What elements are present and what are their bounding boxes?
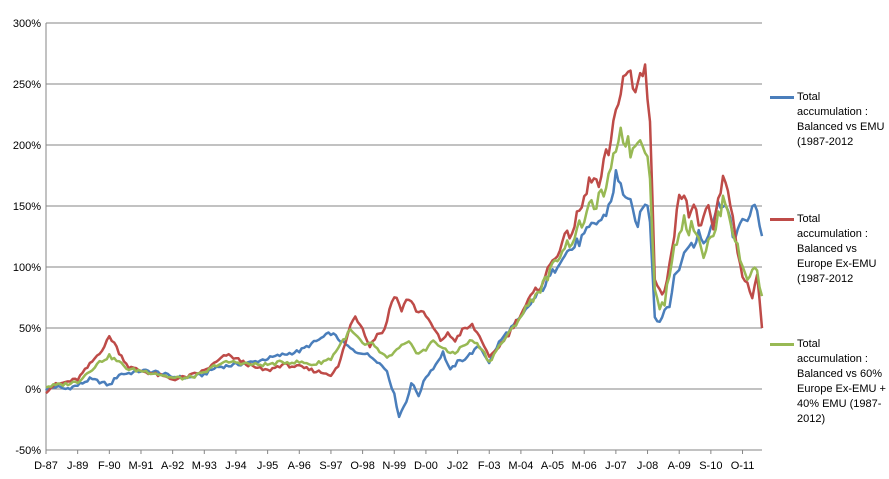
x-tick-label: M-04 bbox=[508, 460, 533, 472]
x-tick-label: M-93 bbox=[192, 460, 217, 472]
x-tick-label: O-98 bbox=[350, 460, 374, 472]
gridlines bbox=[46, 22, 762, 451]
x-tick-label: J-02 bbox=[447, 460, 468, 472]
y-tick-label: 50% bbox=[19, 323, 41, 335]
y-tick-label: 100% bbox=[13, 262, 41, 274]
x-tick-label: J-95 bbox=[257, 460, 278, 472]
y-tick-label: 250% bbox=[13, 79, 41, 91]
series-line-3 bbox=[45, 126, 764, 389]
x-tick-label: S-10 bbox=[699, 460, 722, 472]
y-tick-label: -50% bbox=[15, 445, 41, 457]
legend-swatch-1 bbox=[770, 96, 794, 99]
x-tick-labels: D-87 J-89 F-90 M-91 A-92 M-93 J-94 J-95 A-96 S-97… bbox=[34, 460, 754, 472]
x-tick-label: J-07 bbox=[605, 460, 626, 472]
series-line-1 bbox=[45, 168, 764, 419]
y-tick-label: 200% bbox=[13, 140, 41, 152]
y-tick-label: 0% bbox=[25, 384, 41, 396]
legend-swatch-3 bbox=[770, 343, 794, 346]
x-tick-label: S-97 bbox=[319, 460, 342, 472]
x-tick-label: O-11 bbox=[731, 460, 755, 472]
legend-label-3: Total accumulation : Balanced vs 60% Eur… bbox=[797, 338, 886, 425]
x-tick-label: D-00 bbox=[414, 460, 438, 472]
legend-label-1: Total accumulation : Balanced vs EMU (19… bbox=[797, 91, 885, 148]
x-tick-label: D-87 bbox=[34, 460, 58, 472]
y-tick-label: 300% bbox=[13, 18, 41, 30]
x-tick-label: N-99 bbox=[382, 460, 406, 472]
legend-label-2: Total accumulation : Balanced vs Europe … bbox=[797, 213, 877, 285]
x-tick-label: F-90 bbox=[98, 460, 121, 472]
x-tick-label: A-96 bbox=[288, 460, 311, 472]
axes bbox=[45, 23, 744, 454]
x-tick-label: A-05 bbox=[541, 460, 564, 472]
x-tick-label: J-94 bbox=[225, 460, 246, 472]
legend-swatch-2 bbox=[770, 218, 794, 221]
x-tick-label: M-06 bbox=[572, 460, 597, 472]
x-tick-label: J-08 bbox=[637, 460, 658, 472]
x-tick-label: J-89 bbox=[67, 460, 88, 472]
x-tick-label: F-03 bbox=[478, 460, 501, 472]
x-tick-label: A-92 bbox=[161, 460, 184, 472]
y-tick-label: 150% bbox=[13, 201, 41, 213]
series-lines bbox=[45, 63, 764, 419]
y-tick-labels: -50% 0% 50% 100% 150% 200% 250% 300% bbox=[13, 18, 41, 457]
x-tick-label: M-91 bbox=[128, 460, 153, 472]
x-tick-label: A-09 bbox=[668, 460, 691, 472]
